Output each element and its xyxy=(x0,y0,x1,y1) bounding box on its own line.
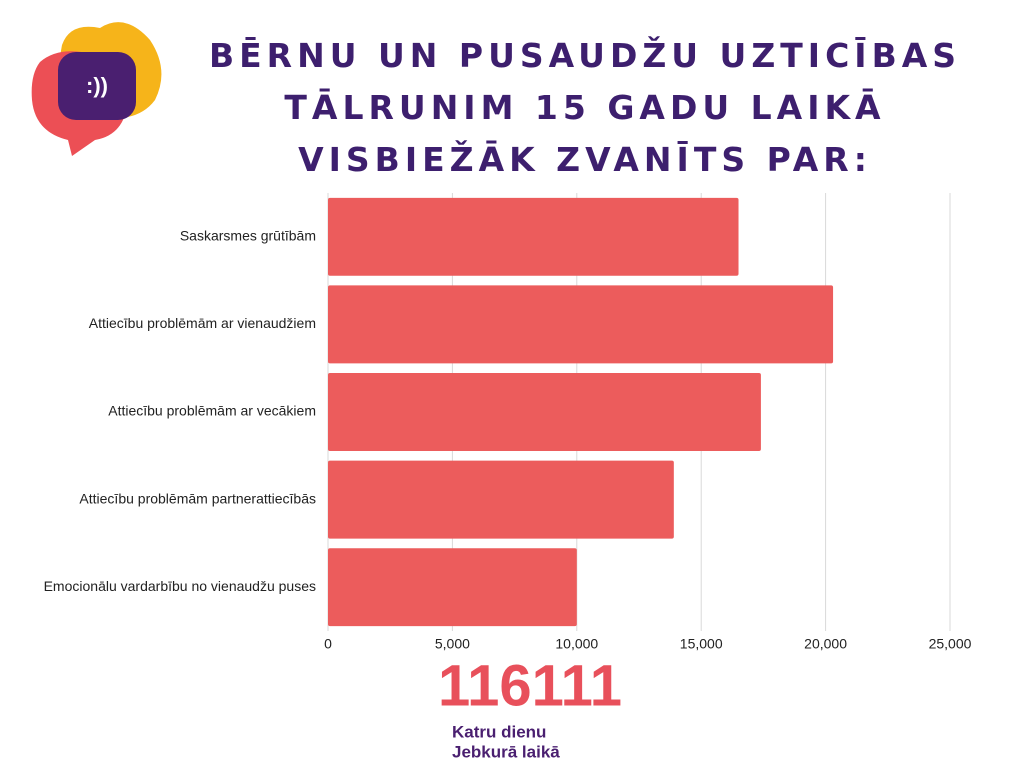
logo-text: :)) xyxy=(86,73,108,98)
bar xyxy=(328,460,674,539)
y-tick-label: Saskarsmes grūtībām xyxy=(180,228,316,244)
x-tick-label: 5,000 xyxy=(435,636,470,652)
bar xyxy=(328,373,761,451)
bar xyxy=(328,285,834,364)
footer-text: Jebkurā laikā xyxy=(452,742,560,761)
logo-square xyxy=(58,52,136,120)
logo: :)) xyxy=(31,22,162,156)
footer-text: Katru dienu xyxy=(452,722,546,741)
chart-title: BĒRNU UN PUSAUDŽU UZTICĪBAS TĀLRUNIM 15 … xyxy=(208,36,962,179)
y-tick-label: Emocionālu vardarbību no vienaudžu puses xyxy=(44,578,316,594)
x-tick-label: 15,000 xyxy=(680,636,723,652)
bar xyxy=(328,548,577,627)
y-tick-label: Attiecību problēmām partnerattiecībās xyxy=(79,490,316,506)
x-tick-label: 25,000 xyxy=(929,636,972,652)
y-tick-label: Attiecību problēmām ar vienaudžiem xyxy=(89,315,316,331)
footer-number: 116111 xyxy=(438,653,622,718)
x-tick-label: 10,000 xyxy=(555,636,598,652)
x-tick-label: 20,000 xyxy=(804,636,847,652)
x-tick-label: 0 xyxy=(324,636,332,652)
y-tick-label: Attiecību problēmām ar vecākiem xyxy=(108,403,316,419)
bar xyxy=(328,197,739,276)
